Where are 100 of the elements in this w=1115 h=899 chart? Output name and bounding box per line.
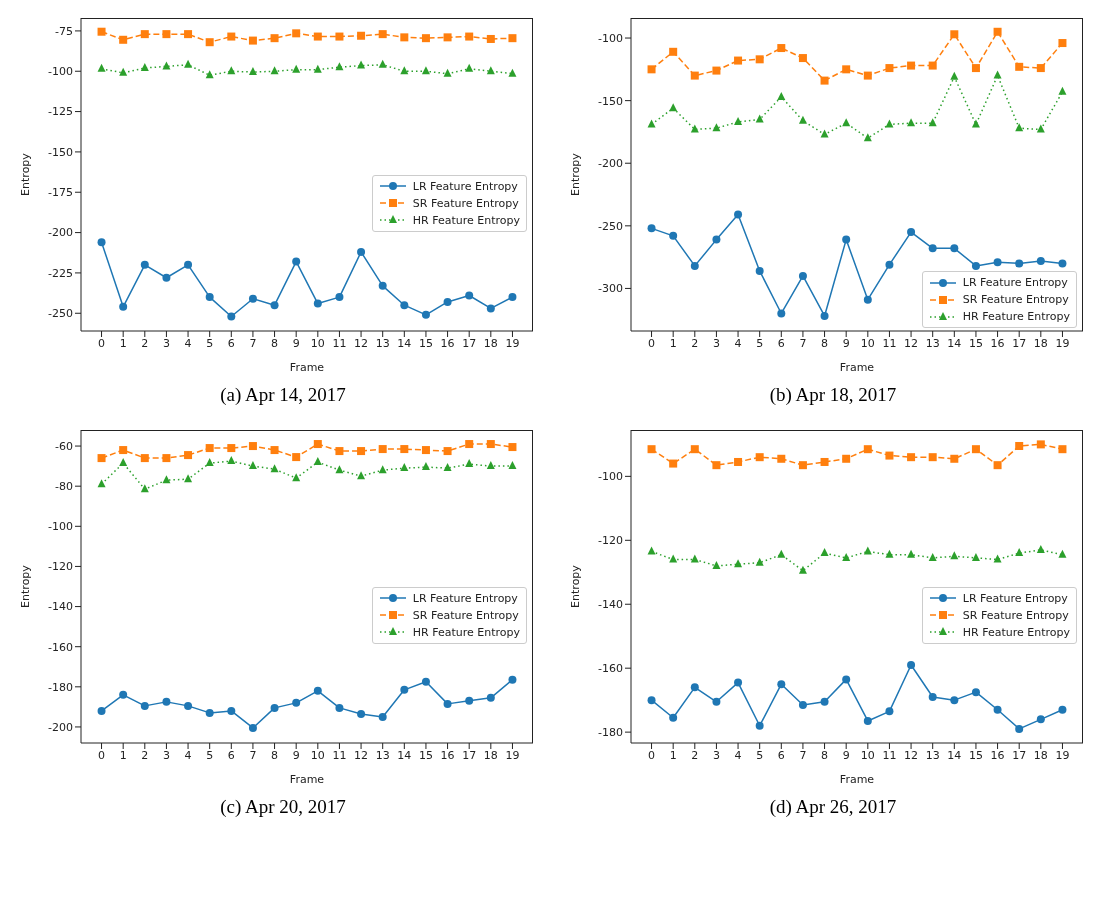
point [119, 446, 128, 455]
point [842, 552, 851, 561]
point [798, 271, 807, 280]
point [227, 32, 236, 41]
point [162, 697, 171, 706]
point [885, 260, 894, 269]
point [1036, 256, 1045, 265]
point [270, 446, 279, 455]
point [842, 675, 851, 684]
x-tick-label: 8 [271, 748, 279, 762]
point [248, 294, 257, 303]
point [647, 445, 656, 454]
point [119, 67, 128, 76]
point [712, 66, 721, 75]
point [950, 696, 959, 705]
y-tick-label: -100 [48, 520, 73, 534]
point [712, 461, 721, 470]
point [712, 235, 721, 244]
point [755, 55, 764, 64]
x-tick-label: 19 [1055, 336, 1070, 350]
x-tick-label: 17 [462, 748, 477, 762]
y-axis-title: Entropy [18, 152, 32, 196]
point [885, 64, 894, 73]
x-tick-label: 14 [947, 748, 962, 762]
point [928, 453, 937, 462]
point [863, 71, 872, 80]
legend-label: LR Feature Entropy [962, 591, 1068, 605]
point [184, 451, 193, 460]
legend-label: HR Feature Entropy [962, 625, 1070, 639]
x-tick-label: 8 [271, 336, 279, 350]
x-tick-label: 9 [842, 336, 850, 350]
y-tick-label: -150 [598, 94, 623, 108]
point [734, 678, 743, 687]
y-tick-label: -200 [48, 226, 73, 240]
y-tick-label: -250 [598, 219, 623, 233]
point [486, 304, 495, 313]
point [690, 683, 699, 692]
point [335, 465, 344, 474]
x-axis-title: Frame [289, 361, 325, 374]
point [734, 56, 743, 65]
point [140, 30, 149, 39]
y-tick-label: -225 [48, 266, 73, 280]
x-tick-label: 7 [249, 336, 257, 350]
point [400, 685, 409, 694]
point [950, 244, 959, 253]
y-tick-label: -60 [55, 439, 73, 453]
point [842, 454, 851, 463]
point [1058, 86, 1067, 95]
point [335, 447, 344, 456]
point [755, 266, 764, 275]
x-tick-label: 4 [184, 336, 192, 350]
y-tick-label: -300 [598, 282, 623, 296]
point [1036, 544, 1045, 553]
x-tick-label: 4 [734, 748, 742, 762]
point [1058, 445, 1067, 454]
y-tick-label: -125 [48, 105, 73, 119]
y-tick-label: -160 [48, 640, 73, 654]
point [270, 66, 279, 75]
point [248, 442, 257, 451]
point [421, 462, 430, 471]
point [798, 565, 807, 574]
x-tick-label: 5 [756, 748, 764, 762]
x-tick-label: 12 [354, 336, 369, 350]
text: (b) Apr 18, 2017 [768, 384, 898, 406]
point [907, 228, 916, 237]
point [205, 293, 214, 302]
point [443, 447, 452, 456]
point [486, 440, 495, 449]
x-tick-label: 18 [483, 748, 498, 762]
point [292, 257, 301, 266]
point [313, 686, 322, 695]
point [993, 705, 1002, 714]
point [777, 454, 786, 463]
legend-label: HR Feature Entropy [412, 625, 520, 639]
point [907, 549, 916, 558]
x-tick-label: 2 [691, 336, 699, 350]
point [907, 453, 916, 462]
point [119, 690, 128, 699]
x-axis-title: Frame [839, 773, 875, 786]
x-tick-label: 2 [141, 748, 149, 762]
y-tick-label: -100 [48, 65, 73, 79]
point [734, 457, 743, 466]
point [971, 552, 980, 561]
point [140, 454, 149, 463]
x-tick-label: 16 [440, 748, 455, 762]
point [907, 118, 916, 127]
y-tick-label: -140 [598, 598, 623, 612]
point [443, 68, 452, 77]
legend-label: LR Feature Entropy [412, 591, 518, 605]
point [820, 457, 829, 466]
x-tick-label: 13 [375, 336, 390, 350]
point [227, 312, 236, 321]
x-tick-label: 11 [882, 748, 897, 762]
x-tick-label: 18 [1033, 336, 1048, 350]
point [205, 38, 214, 47]
x-tick-label: 3 [162, 748, 170, 762]
x-tick-label: 5 [206, 748, 214, 762]
x-tick-label: 3 [162, 336, 170, 350]
point [465, 696, 474, 705]
point [1058, 39, 1067, 48]
